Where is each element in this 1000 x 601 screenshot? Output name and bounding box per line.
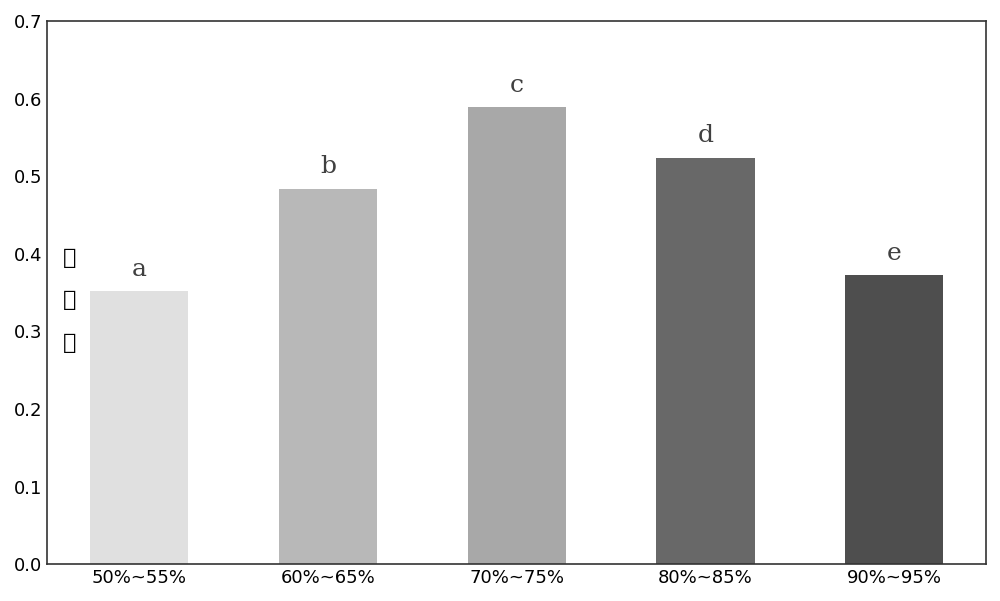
Bar [656,157,755,564]
Text: a: a [132,258,147,281]
Text: c: c [510,74,524,97]
Text: e: e [887,242,902,266]
Bar [279,189,377,564]
Text: 率: 率 [63,248,77,269]
Text: d: d [698,124,714,147]
Text: b: b [320,156,336,178]
Text: 去: 去 [63,332,77,353]
Bar [845,275,943,564]
Text: 除: 除 [63,290,77,311]
Bar [468,107,566,564]
Bar [90,291,188,564]
